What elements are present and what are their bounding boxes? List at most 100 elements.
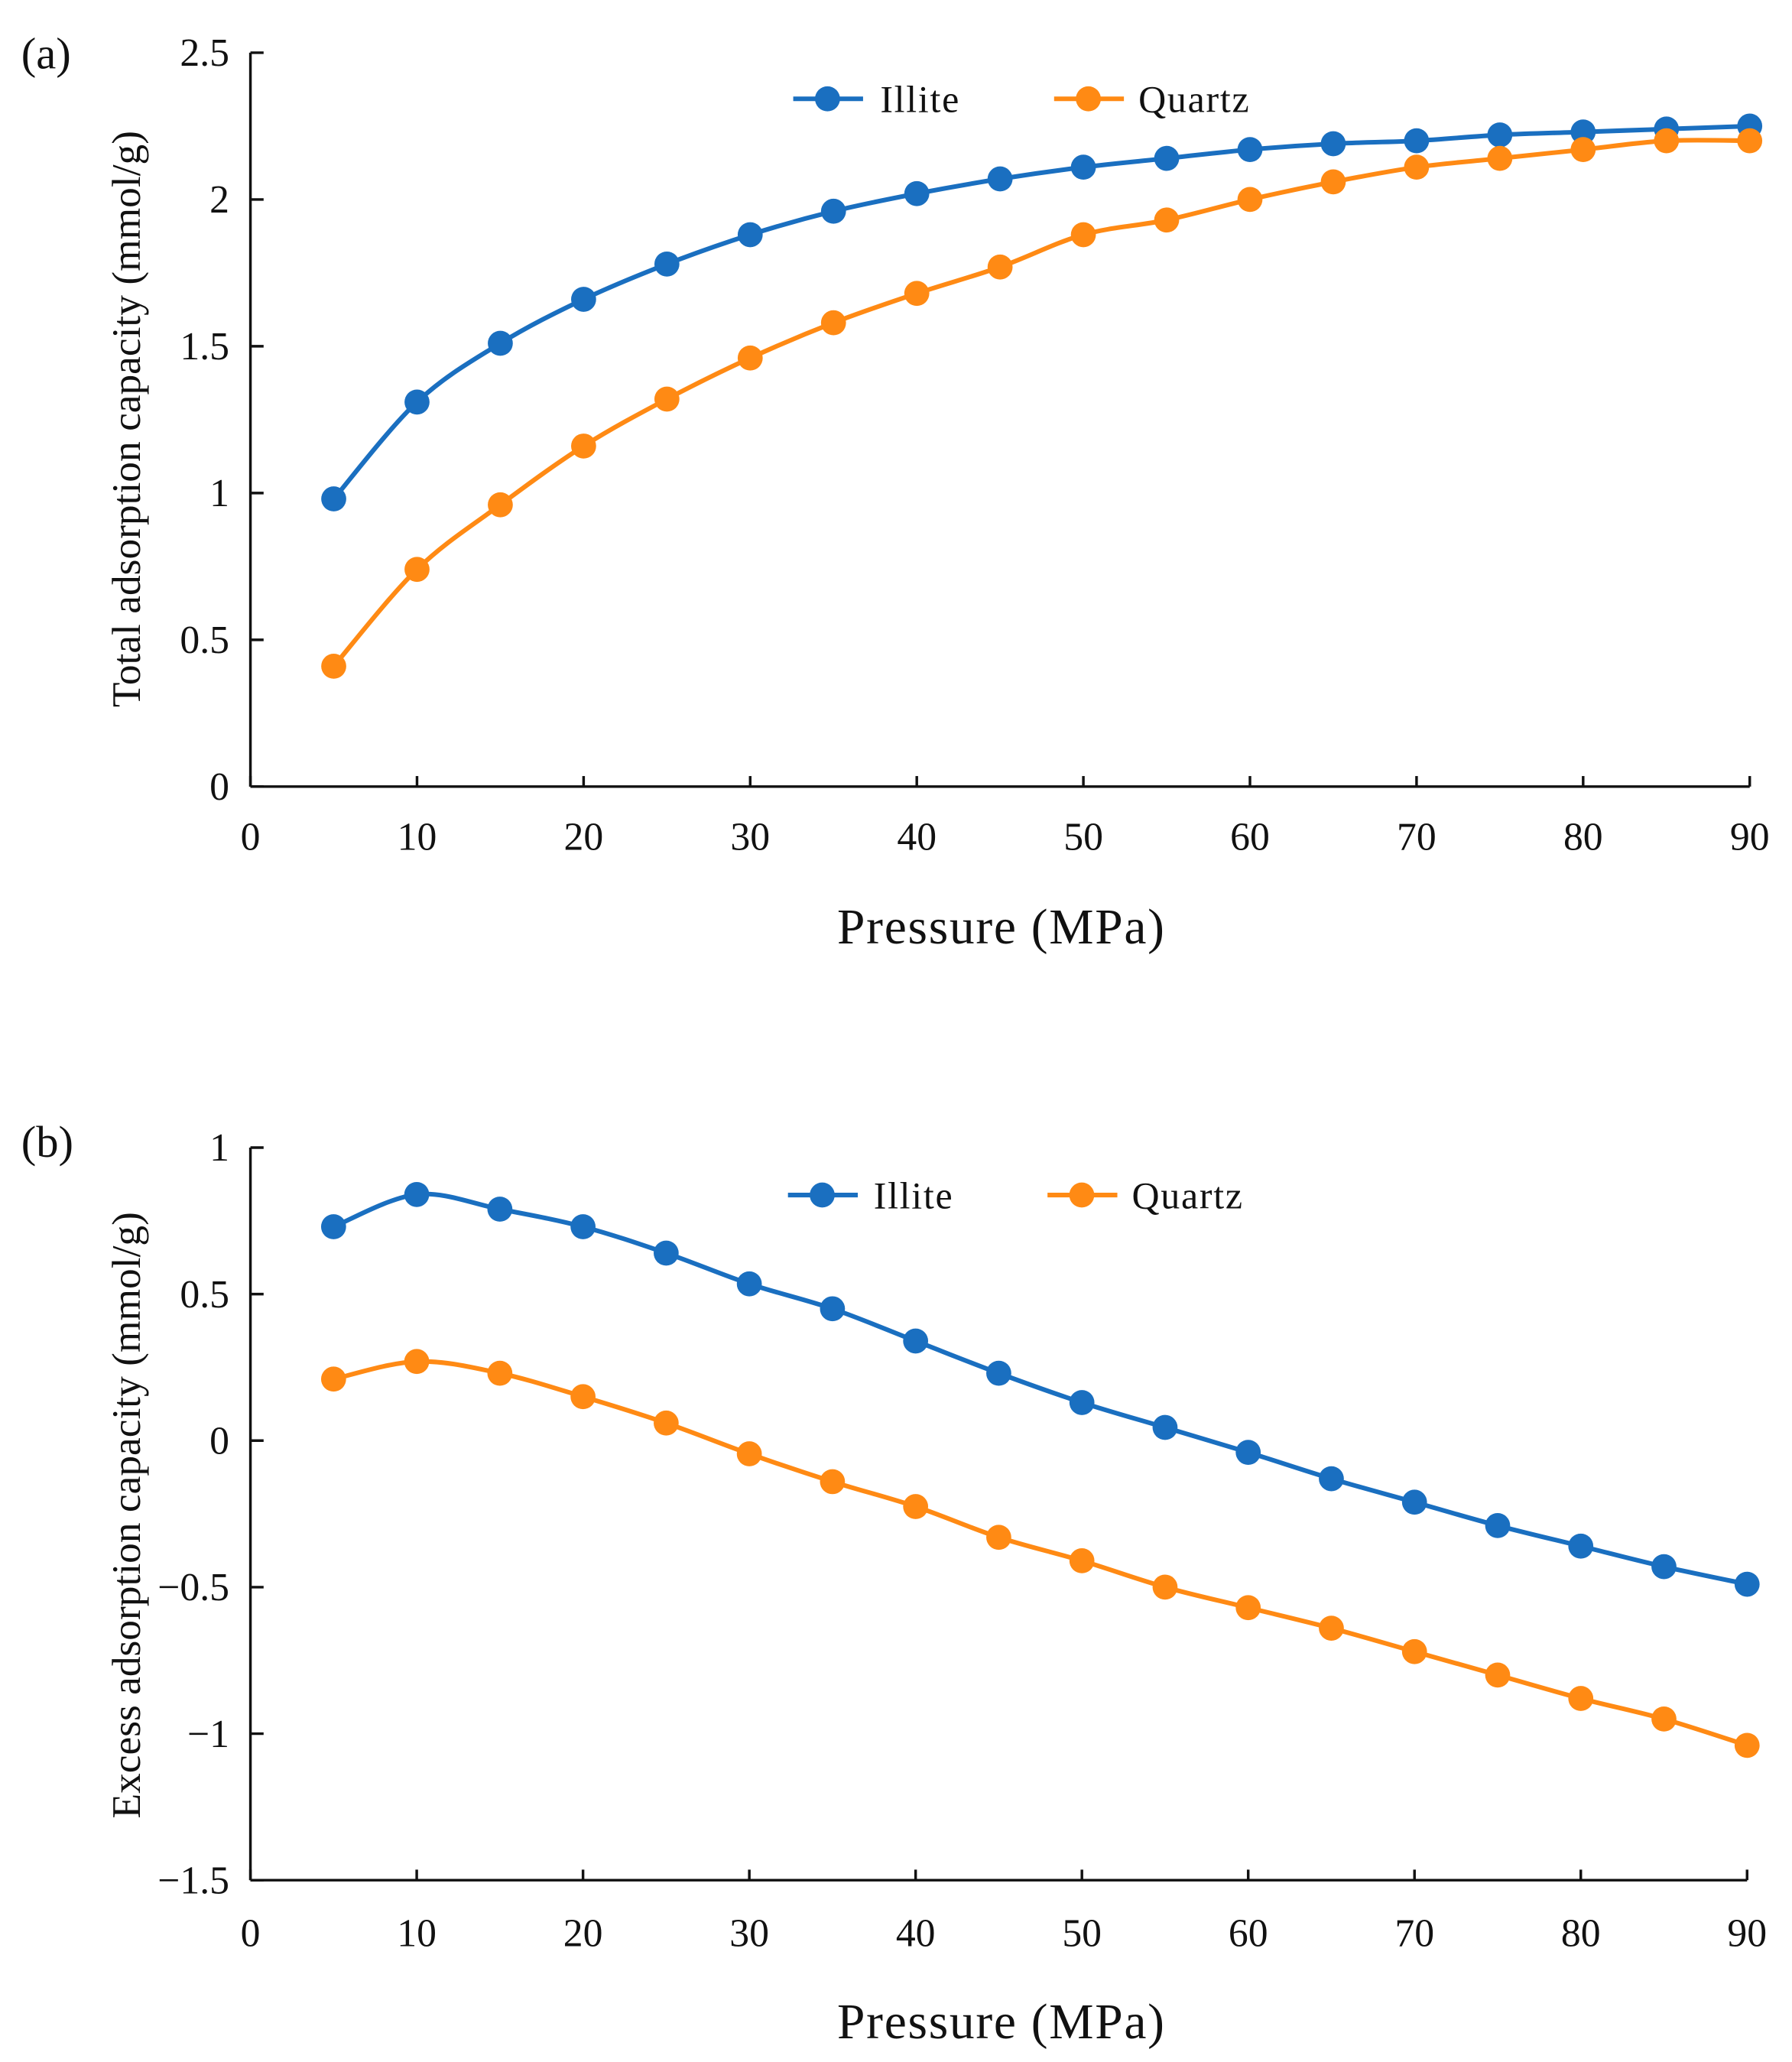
data-point-quartz bbox=[736, 1441, 762, 1466]
data-point-illite bbox=[1404, 128, 1430, 154]
data-point-illite bbox=[903, 1328, 929, 1354]
x-tick-label: 10 bbox=[398, 816, 437, 859]
y-axis-label-a: Total adsorption capacity (mmol/g) bbox=[103, 131, 149, 707]
data-point-quartz bbox=[1235, 1595, 1261, 1621]
y-tick-label: −0.5 bbox=[157, 1566, 229, 1609]
data-point-illite bbox=[488, 330, 513, 356]
data-point-illite bbox=[487, 1197, 513, 1222]
x-tick-label: 20 bbox=[563, 1911, 603, 1955]
data-point-quartz bbox=[1568, 1686, 1594, 1711]
data-point-illite bbox=[570, 1214, 596, 1239]
x-tick-label: 90 bbox=[1730, 816, 1770, 859]
y-axis-label-b: Excess adsorption capacity (mmol/g) bbox=[103, 1212, 149, 1818]
data-point-illite bbox=[1568, 1533, 1594, 1559]
legend-label-quartz: Quartz bbox=[1138, 77, 1250, 120]
data-point-quartz bbox=[1651, 1706, 1677, 1732]
y-tick-label: 2.5 bbox=[180, 31, 229, 75]
data-point-quartz bbox=[488, 492, 513, 518]
data-point-quartz bbox=[1737, 128, 1763, 154]
y-tick-label: 0.5 bbox=[180, 619, 229, 662]
x-tick-label: 0 bbox=[241, 1911, 261, 1955]
x-tick-label: 60 bbox=[1229, 1911, 1268, 1955]
legend-label-quartz: Quartz bbox=[1131, 1174, 1243, 1216]
data-point-illite bbox=[1487, 122, 1513, 148]
y-tick-label: 0 bbox=[209, 765, 229, 809]
chart-a: (a) Pressure (MPa) Total adsorption capa… bbox=[21, 29, 1770, 955]
data-point-quartz bbox=[1237, 187, 1263, 213]
x-tick-label: 10 bbox=[397, 1911, 437, 1955]
panel-label-a: (a) bbox=[21, 29, 71, 79]
x-tick-label: 80 bbox=[1563, 816, 1603, 859]
legend-marker-illite bbox=[815, 86, 840, 112]
data-point-illite bbox=[1320, 131, 1346, 157]
data-point-illite bbox=[1570, 119, 1596, 145]
data-point-illite bbox=[654, 252, 680, 277]
data-point-illite bbox=[654, 1240, 679, 1266]
data-point-illite bbox=[404, 389, 430, 415]
x-tick-label: 0 bbox=[241, 816, 261, 859]
series-line-illite bbox=[332, 123, 1750, 501]
data-point-illite bbox=[1734, 1571, 1760, 1597]
data-point-illite bbox=[1069, 1390, 1095, 1415]
data-point-quartz bbox=[404, 557, 430, 583]
data-point-quartz bbox=[1319, 1616, 1344, 1641]
panel-label-b: (b) bbox=[21, 1117, 73, 1167]
y-tick-label: 1.5 bbox=[180, 325, 229, 369]
data-point-quartz bbox=[1485, 1662, 1511, 1688]
x-tick-label: 90 bbox=[1727, 1911, 1767, 1955]
legend-label-illite: Illite bbox=[880, 77, 960, 120]
legend-marker-illite bbox=[810, 1182, 835, 1208]
y-tick-label: 0.5 bbox=[180, 1273, 229, 1317]
data-point-illite bbox=[820, 1296, 846, 1322]
data-point-quartz bbox=[654, 386, 680, 412]
data-point-quartz bbox=[1152, 1574, 1178, 1600]
y-tick-label: 1 bbox=[209, 472, 229, 515]
data-point-illite bbox=[736, 1271, 762, 1297]
data-point-illite bbox=[404, 1181, 430, 1207]
data-point-illite bbox=[1651, 1554, 1677, 1580]
data-point-illite bbox=[987, 166, 1013, 192]
data-point-illite bbox=[1319, 1466, 1344, 1492]
data-point-illite bbox=[1070, 154, 1096, 180]
data-point-quartz bbox=[404, 1349, 430, 1375]
data-point-illite bbox=[1401, 1489, 1427, 1515]
series-line-quartz bbox=[332, 138, 1750, 668]
data-point-illite bbox=[320, 1214, 346, 1239]
data-point-quartz bbox=[487, 1360, 513, 1386]
x-tick-label: 50 bbox=[1063, 816, 1103, 859]
y-tick-label: −1.5 bbox=[157, 1859, 229, 1902]
data-point-illite bbox=[904, 180, 930, 206]
data-point-quartz bbox=[986, 1525, 1011, 1551]
y-tick-label: −1 bbox=[187, 1713, 229, 1756]
data-point-quartz bbox=[1404, 154, 1430, 180]
data-point-quartz bbox=[571, 434, 596, 459]
x-tick-label: 70 bbox=[1397, 816, 1437, 859]
data-point-quartz bbox=[1734, 1732, 1760, 1758]
data-point-illite bbox=[1235, 1440, 1261, 1465]
data-point-quartz bbox=[737, 345, 763, 371]
x-tick-label: 30 bbox=[730, 816, 770, 859]
data-point-quartz bbox=[903, 1494, 929, 1519]
data-point-quartz bbox=[904, 281, 930, 307]
y-tick-label: 2 bbox=[209, 178, 229, 222]
data-point-quartz bbox=[1320, 169, 1346, 195]
data-point-quartz bbox=[570, 1384, 596, 1410]
x-axis-label-a: Pressure (MPa) bbox=[837, 900, 1166, 955]
data-point-quartz bbox=[1070, 222, 1096, 248]
data-point-quartz bbox=[1487, 145, 1513, 171]
legend-label-illite: Illite bbox=[874, 1174, 954, 1216]
x-tick-label: 40 bbox=[897, 816, 937, 859]
chart-b: (b) Pressure (MPa) Excess adsorption cap… bbox=[21, 1117, 1767, 2050]
data-point-illite bbox=[1485, 1513, 1511, 1538]
data-point-quartz bbox=[820, 1469, 846, 1495]
data-point-illite bbox=[1154, 145, 1180, 171]
data-point-illite bbox=[571, 287, 596, 312]
data-point-illite bbox=[321, 486, 346, 511]
data-point-illite bbox=[737, 222, 763, 248]
data-point-quartz bbox=[654, 1410, 679, 1436]
data-point-quartz bbox=[1401, 1638, 1427, 1664]
data-point-illite bbox=[1152, 1414, 1178, 1440]
data-point-illite bbox=[986, 1360, 1011, 1386]
x-tick-label: 50 bbox=[1062, 1911, 1102, 1955]
